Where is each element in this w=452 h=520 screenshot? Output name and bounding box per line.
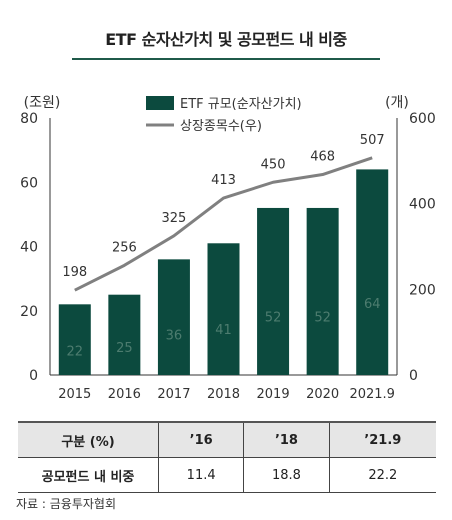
table-row-label: 공모펀드 내 비중 <box>18 457 159 493</box>
x-tick-label: 2020 <box>306 387 339 402</box>
table-cell: 22.2 <box>328 457 436 493</box>
bar-value-label: 41 <box>215 323 232 338</box>
bar <box>306 207 339 375</box>
bar-value-label: 36 <box>166 329 183 344</box>
table-cell: 11.4 <box>157 457 244 493</box>
line-value-label: 325 <box>162 211 187 226</box>
legend-swatch-bar <box>146 96 174 110</box>
title-underline <box>72 58 380 60</box>
line-value-label: 413 <box>211 173 236 188</box>
bar <box>108 294 141 375</box>
table-cell: 18.8 <box>243 457 330 493</box>
line-value-label: 450 <box>261 157 286 172</box>
table-header-cell: ’21.9 <box>328 421 436 458</box>
combo-chart: 0 20 40 60 80 0 200 400 600 (조원) (개) 2015 2016 2017 20… <box>20 95 436 402</box>
share-table: 구분 (%) ’16 ’18 ’21.9 공모펀드 내 비중 11.4 18.8… <box>18 421 436 493</box>
y-left-tick-label: 0 <box>29 368 38 384</box>
bar-value-label: 22 <box>67 344 84 359</box>
y-right-tick-label: 200 <box>409 282 436 298</box>
y-right-tick-label: 600 <box>409 111 436 127</box>
table-header-cell: ’18 <box>243 421 330 458</box>
y-right-unit-label: (개) <box>385 95 409 111</box>
y-left-unit-label: (조원) <box>24 95 61 111</box>
bar-value-label: 52 <box>265 311 282 326</box>
y-left-tick-label: 40 <box>20 240 38 256</box>
bar <box>58 304 91 375</box>
line-value-label: 507 <box>360 133 385 148</box>
bar-value-label: 25 <box>116 341 133 356</box>
x-tick-label: 2021.9 <box>349 387 395 402</box>
y-left-tick-label: 20 <box>20 304 38 320</box>
bar <box>356 169 389 375</box>
table-header-cell: ’16 <box>157 421 244 458</box>
x-tick-label: 2016 <box>108 387 141 402</box>
bar-value-label: 52 <box>314 311 331 326</box>
legend-label-bar: ETF 규모(순자산가치) <box>180 97 302 112</box>
table-row: 공모펀드 내 비중 11.4 18.8 22.2 <box>18 457 436 493</box>
bar-value-label: 64 <box>364 297 381 312</box>
table-header-cell: 구분 (%) <box>18 421 159 458</box>
y-right-tick-label: 400 <box>409 197 436 213</box>
y-left-tick-label: 80 <box>20 111 38 127</box>
legend-label-line: 상장종목수(우) <box>180 119 262 134</box>
legend: ETF 규모(순자산가치) 상장종목수(우) <box>146 96 302 134</box>
bar <box>207 243 240 375</box>
line-path <box>74 156 373 292</box>
x-tick-label: 2015 <box>58 387 91 402</box>
x-tick-label: 2017 <box>157 387 190 402</box>
line-value-label: 468 <box>310 150 335 165</box>
data-labels: 22 25 36 41 52 52 64 198 256 325 413 450 468 507 <box>62 133 384 359</box>
bar <box>157 259 190 375</box>
line-value-label: 256 <box>112 240 137 255</box>
table-header-row: 구분 (%) ’16 ’18 ’21.9 <box>18 421 436 458</box>
x-tick-label: 2018 <box>207 387 240 402</box>
source-note: 자료 : 금융투자협회 <box>16 497 116 511</box>
line-value-label: 198 <box>62 265 87 280</box>
x-tick-label: 2019 <box>257 387 290 402</box>
bar-series <box>58 169 389 375</box>
axes-layer: 0 20 40 60 80 0 200 400 600 (조원) (개) 2015 2016 2017 20… <box>20 95 436 402</box>
line-series <box>74 156 373 292</box>
chart-title: ETF 순자산가치 및 공모펀드 내 비중 <box>105 30 347 49</box>
y-left-tick-label: 60 <box>20 175 38 191</box>
bar <box>257 207 290 375</box>
y-right-tick-label: 0 <box>409 368 418 384</box>
